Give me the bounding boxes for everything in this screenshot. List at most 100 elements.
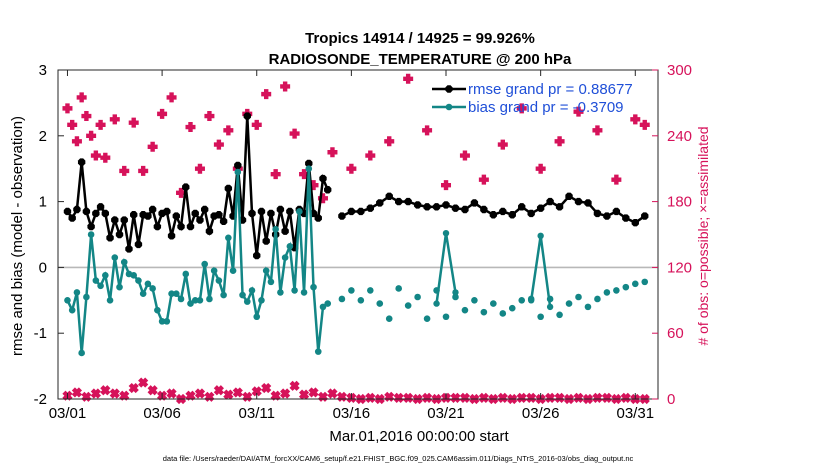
data-point — [414, 293, 421, 301]
y-tick-label: -2 — [34, 391, 47, 408]
data-point — [537, 232, 544, 240]
data-point — [201, 260, 208, 268]
data-point — [219, 217, 228, 226]
data-point — [314, 214, 322, 222]
y-tick-label: 0 — [39, 259, 47, 276]
y2-tick-label: 180 — [667, 194, 692, 211]
y-tick-label: 1 — [39, 194, 47, 211]
possible-marker — [166, 92, 177, 103]
data-point — [149, 285, 156, 292]
possible-marker — [147, 141, 158, 152]
possible-marker — [270, 169, 281, 180]
chart-title: Tropics 14914 / 14925 = 99.926% — [305, 30, 535, 47]
possible-marker — [185, 122, 196, 133]
data-point — [575, 293, 582, 301]
x-axis-label: Mar.01,2016 00:00:00 start — [329, 428, 509, 445]
data-point — [92, 277, 100, 284]
data-point — [167, 232, 176, 240]
data-point — [210, 267, 218, 274]
assimilated-marker — [365, 392, 376, 403]
data-point — [508, 211, 516, 219]
x-tick-label: 03/11 — [239, 405, 275, 422]
assimilated-marker — [450, 392, 461, 403]
data-point — [347, 207, 356, 216]
data-point — [413, 201, 422, 209]
assimilated-marker — [261, 382, 272, 394]
assimilated-marker — [213, 385, 224, 396]
possible-marker — [639, 119, 650, 130]
data-point — [508, 304, 516, 312]
data-point — [267, 278, 275, 286]
y2-tick-label: 240 — [667, 128, 692, 145]
possible-marker — [459, 150, 470, 161]
data-point — [177, 222, 185, 231]
data-point — [73, 289, 81, 296]
series-line — [341, 194, 646, 225]
data-point — [83, 293, 90, 301]
bias-series — [64, 165, 332, 357]
data-point — [111, 216, 119, 224]
data-point — [276, 205, 285, 214]
data-point — [163, 318, 171, 325]
data-point — [196, 216, 204, 224]
data-point — [470, 199, 479, 207]
y2-tick-label: 300 — [667, 62, 692, 79]
possible-marker — [223, 125, 234, 136]
data-point — [101, 209, 110, 218]
data-point — [357, 297, 365, 304]
x-tick-label: 03/06 — [143, 405, 181, 422]
data-point — [191, 297, 199, 304]
data-point — [546, 303, 554, 311]
data-point — [77, 158, 86, 166]
data-point — [291, 287, 298, 294]
assimilated-marker — [71, 387, 83, 398]
data-point — [286, 243, 294, 250]
data-point — [556, 311, 563, 319]
data-point — [224, 184, 233, 193]
obs-assimilated-series — [62, 377, 650, 405]
data-point — [423, 315, 431, 323]
data-point — [120, 258, 128, 266]
data-point — [281, 227, 289, 235]
data-point — [63, 207, 72, 216]
possible-marker — [630, 114, 641, 125]
assimilated-marker — [393, 392, 404, 403]
data-point — [186, 222, 195, 231]
data-point — [305, 165, 313, 172]
assimilated-marker — [166, 388, 177, 399]
data-point — [248, 209, 256, 218]
possible-marker — [194, 163, 205, 174]
data-point — [96, 203, 105, 211]
data-point — [641, 278, 649, 286]
possible-marker — [441, 180, 452, 191]
possible-marker — [251, 119, 262, 130]
possible-marker — [67, 119, 78, 130]
data-point — [442, 313, 450, 321]
data-point — [239, 291, 246, 299]
data-point — [130, 211, 138, 219]
data-point — [296, 208, 303, 215]
legend-swatch-marker — [445, 103, 453, 111]
data-point — [200, 205, 209, 214]
data-point — [357, 207, 365, 216]
series-line — [529, 235, 552, 308]
assimilated-marker — [185, 390, 196, 401]
data-point — [622, 283, 630, 291]
y2-tick-label: 120 — [667, 259, 692, 276]
data-point — [262, 267, 270, 274]
possible-marker — [128, 117, 139, 128]
data-point — [499, 310, 507, 317]
data-point — [253, 313, 261, 321]
data-point — [286, 207, 294, 216]
data-point — [78, 349, 85, 357]
data-point — [310, 283, 317, 291]
data-point — [73, 205, 81, 214]
plot-area: 03/01 03/06 03/11 03/16 03/21 03/26 03/31 -2 -1 0… — [34, 62, 692, 422]
possible-marker — [76, 92, 87, 103]
data-file-footnote: data file: /Users/raeder/DAI/ATM_forcXX/… — [163, 454, 634, 463]
data-point — [489, 211, 498, 219]
data-point — [243, 298, 251, 305]
x-tick-label: 03/31 — [617, 405, 655, 422]
possible-marker — [213, 139, 224, 150]
possible-marker — [261, 89, 272, 100]
